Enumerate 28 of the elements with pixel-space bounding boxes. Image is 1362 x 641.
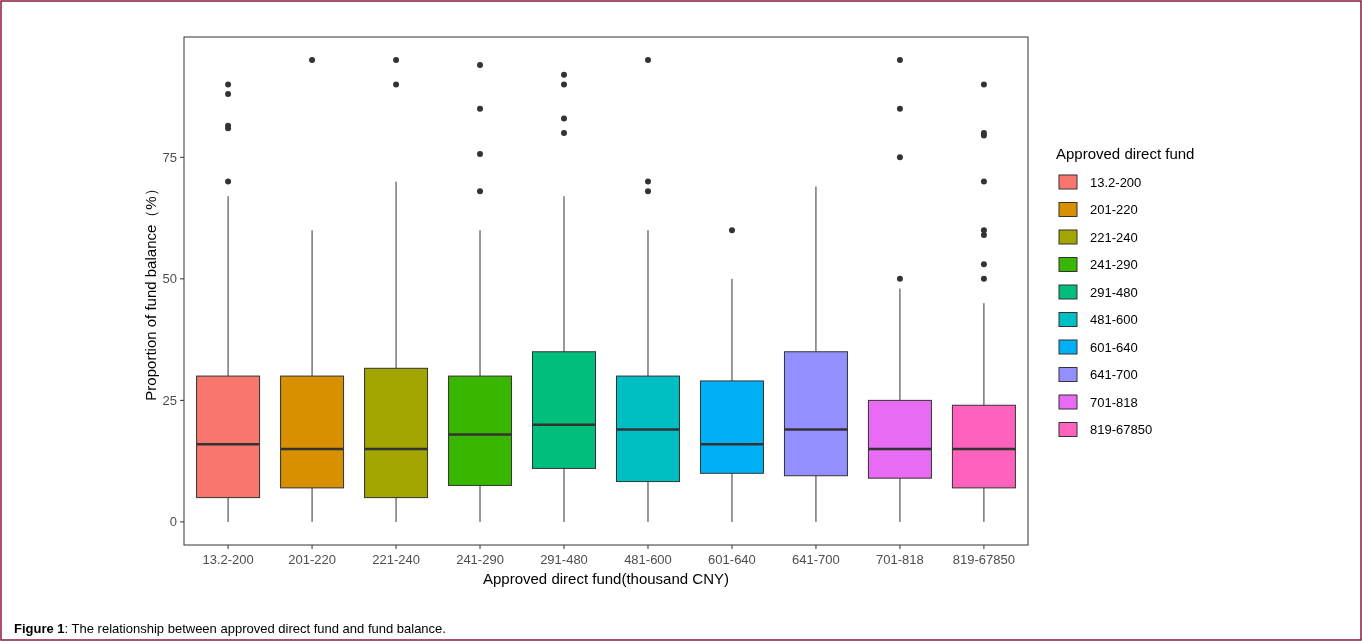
caption: Figure 1: The relationship between approved direct fund and fund balance.	[14, 621, 446, 636]
y-tick-label: 25	[162, 392, 177, 408]
x-tick-label: 819-67850	[952, 552, 1015, 567]
legend-label: 291-480	[1090, 284, 1138, 300]
legend-label: 601-640	[1090, 339, 1138, 355]
x-tick-label: 221-240	[372, 552, 420, 567]
x-tick-label: 201-220	[288, 552, 336, 567]
legend-label: 201-220	[1090, 202, 1138, 218]
x-tick-label: 601-640	[708, 552, 756, 567]
y-tick-label: 0	[169, 514, 177, 530]
legend-label: 13.2-200	[1090, 174, 1142, 190]
legend-label: 641-700	[1090, 367, 1138, 383]
x-tick-label: 13.2-200	[202, 552, 254, 567]
legend-label: 221-240	[1090, 229, 1138, 245]
y-tick-label: 75	[162, 149, 177, 165]
x-tick-label: 701-818	[876, 552, 924, 567]
legend-title: Approved direct fund	[1056, 145, 1195, 162]
x-tick-label: 241-290	[456, 552, 504, 567]
legend-label: 481-600	[1090, 312, 1138, 328]
legend-label: 701-818	[1090, 394, 1138, 410]
x-axis-title: Approved direct fund(thousand CNY)	[483, 570, 729, 587]
legend-label: 819-67850	[1090, 422, 1153, 438]
y-axis-title: Proportion of fund balance（%）	[142, 181, 159, 401]
y-tick-label: 50	[162, 271, 177, 287]
legend-label: 241-290	[1090, 257, 1138, 273]
x-tick-label: 291-480	[540, 552, 588, 567]
x-tick-label: 481-600	[624, 552, 672, 567]
x-tick-label: 641-700	[792, 552, 840, 567]
